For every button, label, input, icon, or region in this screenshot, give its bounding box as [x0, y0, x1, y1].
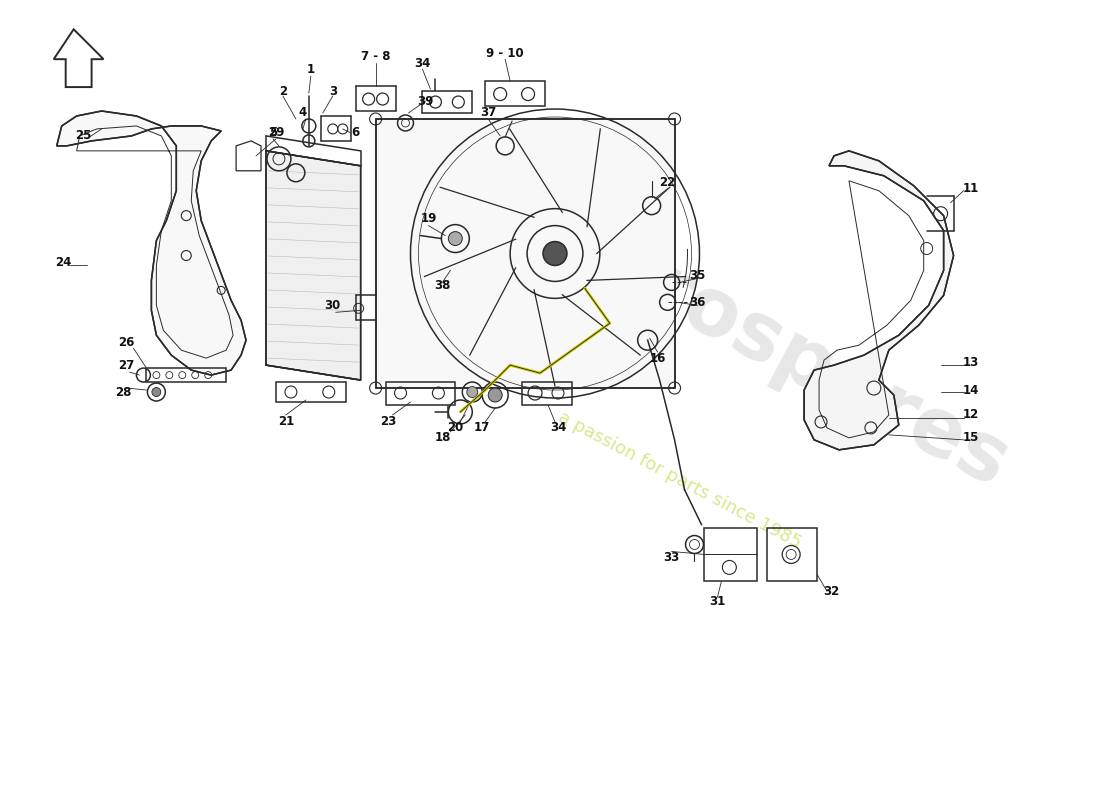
Circle shape: [488, 388, 503, 402]
Text: 28: 28: [116, 386, 132, 398]
Polygon shape: [57, 111, 246, 375]
Polygon shape: [804, 151, 954, 450]
Text: 15: 15: [962, 431, 979, 444]
Text: 39: 39: [417, 94, 433, 107]
Text: 9 - 10: 9 - 10: [486, 46, 524, 60]
Text: 16: 16: [649, 352, 666, 365]
Text: 4: 4: [299, 106, 307, 119]
Circle shape: [466, 386, 477, 398]
Text: 12: 12: [962, 409, 979, 422]
Text: 2: 2: [279, 85, 287, 98]
Text: 23: 23: [381, 415, 397, 429]
Circle shape: [152, 387, 161, 397]
Circle shape: [543, 242, 566, 266]
Text: 18: 18: [434, 431, 451, 444]
Text: 3: 3: [329, 85, 337, 98]
Text: 14: 14: [962, 383, 979, 397]
Text: 13: 13: [962, 356, 979, 369]
Text: 21: 21: [278, 415, 294, 429]
Text: 1: 1: [307, 62, 315, 76]
Text: 31: 31: [710, 594, 726, 608]
Text: 36: 36: [690, 296, 706, 309]
Text: eurospares: eurospares: [536, 196, 1022, 504]
Text: 27: 27: [119, 358, 134, 372]
Text: 5: 5: [268, 126, 277, 139]
Text: 26: 26: [119, 336, 134, 349]
Text: 32: 32: [823, 585, 839, 598]
Text: 29: 29: [267, 126, 284, 139]
Text: 30: 30: [324, 299, 341, 312]
Text: 17: 17: [474, 422, 491, 434]
Text: 34: 34: [550, 422, 566, 434]
Text: 34: 34: [415, 57, 430, 70]
Text: 33: 33: [663, 551, 680, 564]
Polygon shape: [375, 119, 674, 388]
Text: 6: 6: [352, 126, 360, 139]
Circle shape: [449, 231, 462, 246]
Text: 37: 37: [480, 106, 496, 119]
Text: 24: 24: [55, 256, 72, 269]
Text: 7 - 8: 7 - 8: [361, 50, 390, 62]
Text: 22: 22: [660, 176, 675, 190]
Text: 35: 35: [690, 269, 706, 282]
Text: a passion for parts since 1985: a passion for parts since 1985: [556, 408, 804, 552]
Text: 38: 38: [434, 279, 451, 292]
Text: 20: 20: [448, 422, 463, 434]
Text: 11: 11: [962, 182, 979, 195]
Text: 25: 25: [76, 130, 91, 142]
Text: 19: 19: [420, 212, 437, 225]
Polygon shape: [266, 151, 361, 380]
